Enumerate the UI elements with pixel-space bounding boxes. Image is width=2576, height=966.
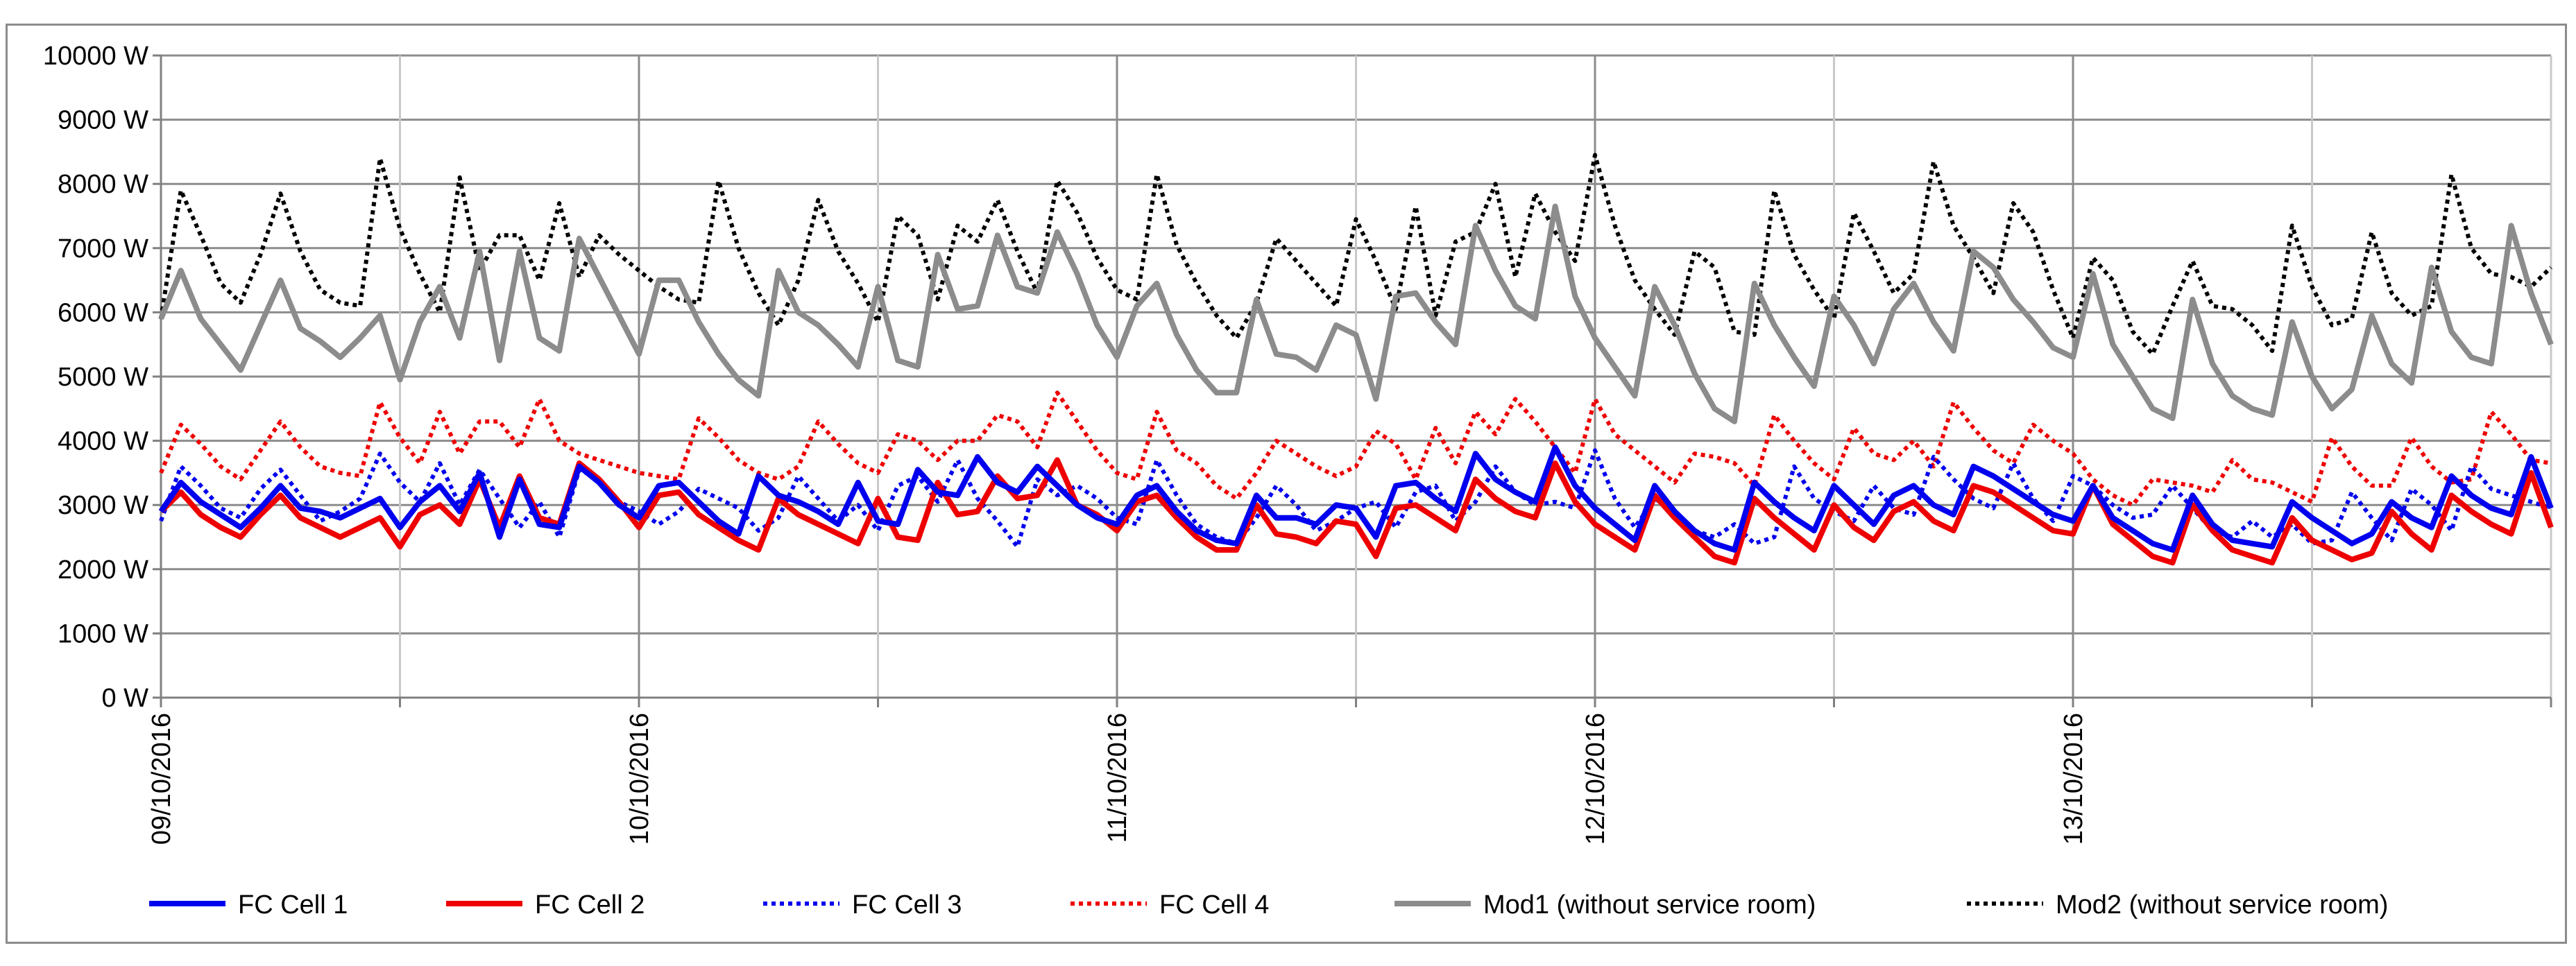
y-tick-label: 1000 W	[58, 619, 148, 648]
series-line-fc-cell-1	[158, 444, 2554, 553]
x-tick-label: 10/10/2016	[625, 713, 654, 845]
axis-layer: 0 W 1000 W 2000 W 3000 W 4000 W 5000 W 6000 W 7…	[43, 42, 2552, 845]
legend-label-fc-cell-2: FC Cell 2	[535, 890, 645, 920]
x-tick-label: 09/10/2016	[147, 713, 176, 845]
x-tick-label: 12/10/2016	[1581, 713, 1610, 845]
legend-label-mod2-without-service-room: Mod2 (without service room)	[2056, 890, 2388, 920]
legend: FC Cell 1 FC Cell 2 FC Cell 3 FC Cell 4 Mod1…	[149, 890, 2388, 920]
legend-label-mod1-without-service-room: Mod1 (without service room)	[1483, 890, 1816, 920]
legend-label-fc-cell-3: FC Cell 3	[852, 890, 962, 920]
x-tick-label: 13/10/2016	[2059, 713, 2088, 845]
y-tick-label: 5000 W	[58, 363, 148, 392]
series-line-fc-cell-4	[159, 390, 2552, 508]
chart-frame	[6, 24, 2567, 944]
series-layer	[158, 153, 2554, 566]
x-tick-label: 11/10/2016	[1103, 713, 1132, 843]
series-line-mod1-without-service-room	[158, 203, 2554, 424]
grid-layer	[161, 54, 2552, 698]
y-tick-label: 6000 W	[58, 298, 148, 327]
legend-label-fc-cell-4: FC Cell 4	[1159, 890, 1269, 920]
y-tick-label: 4000 W	[58, 427, 148, 456]
y-tick-label: 9000 W	[58, 106, 148, 135]
y-tick-label: 2000 W	[58, 555, 148, 585]
y-tick-label: 7000 W	[58, 234, 148, 264]
y-tick-label: 0 W	[101, 684, 148, 713]
series-line-mod2-without-service-room	[159, 153, 2553, 356]
y-tick-label: 3000 W	[58, 491, 148, 520]
legend-label-fc-cell-1: FC Cell 1	[238, 890, 348, 920]
y-tick-label: 8000 W	[58, 170, 148, 199]
y-tick-label: 10000 W	[43, 42, 148, 71]
